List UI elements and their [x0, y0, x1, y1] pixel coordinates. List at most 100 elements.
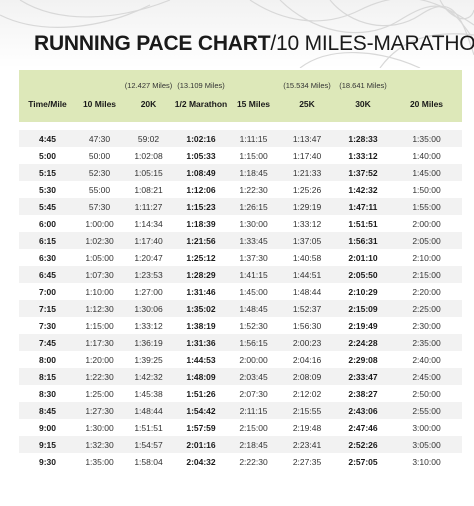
table-row: 7:45 1:17:30 1:36:19 1:31:36 1:56:15 2:00:23 2… [19, 334, 462, 351]
column-subheader-row: (12.427 Miles) (13.109 Miles) (15.534 Mile… [19, 70, 462, 90]
cell-time-per-mile: 8:00 [19, 351, 76, 368]
cell-10-miles: 50:00 [76, 147, 123, 164]
cell-30k: 2:52:26 [335, 436, 391, 453]
cell-30k: 2:01:10 [335, 249, 391, 266]
cell-time-per-mile: 6:00 [19, 215, 76, 232]
cell-15-miles: 2:00:00 [228, 351, 279, 368]
cell-half-marathon: 1:15:23 [174, 198, 228, 215]
column-header-row: Time/Mile 10 Miles 20K 1/2 Marathon 15 Miles… [19, 90, 462, 122]
table-row: 6:00 1:00:00 1:14:34 1:18:39 1:30:00 1:33:12 1… [19, 215, 462, 232]
cell-20k: 1:08:21 [123, 181, 174, 198]
column-subheader-time-per-mile [19, 70, 76, 90]
table-row: 5:45 57:30 1:11:27 1:15:23 1:26:15 1:29:19 1:4… [19, 198, 462, 215]
cell-25k: 2:00:23 [279, 334, 335, 351]
cell-30k: 2:19:49 [335, 317, 391, 334]
cell-30k: 1:28:33 [335, 130, 391, 147]
table-row: 7:15 1:12:30 1:30:06 1:35:02 1:48:45 1:52:37 2… [19, 300, 462, 317]
cell-time-per-mile: 6:15 [19, 232, 76, 249]
column-header-25k: 25K [279, 90, 335, 122]
column-header-time-per-mile: Time/Mile [19, 90, 76, 122]
cell-20-miles: 2:45:00 [391, 368, 462, 385]
cell-25k: 1:37:05 [279, 232, 335, 249]
table-row: 9:00 1:30:00 1:51:51 1:57:59 2:15:00 2:19:48 2… [19, 419, 462, 436]
cell-10-miles: 1:05:00 [76, 249, 123, 266]
cell-time-per-mile: 5:15 [19, 164, 76, 181]
cell-25k: 1:44:51 [279, 266, 335, 283]
cell-20-miles: 3:10:00 [391, 453, 462, 470]
cell-half-marathon: 1:51:26 [174, 385, 228, 402]
cell-half-marathon: 1:25:12 [174, 249, 228, 266]
cell-half-marathon: 1:31:46 [174, 283, 228, 300]
cell-20-miles: 2:10:00 [391, 249, 462, 266]
cell-time-per-mile: 5:30 [19, 181, 76, 198]
cell-15-miles: 2:22:30 [228, 453, 279, 470]
cell-20k: 1:20:47 [123, 249, 174, 266]
cell-10-miles: 1:10:00 [76, 283, 123, 300]
cell-half-marathon: 1:02:16 [174, 130, 228, 147]
cell-20k: 1:17:40 [123, 232, 174, 249]
column-subheader-15-miles [228, 70, 279, 90]
cell-half-marathon: 1:54:42 [174, 402, 228, 419]
cell-20-miles: 2:55:00 [391, 402, 462, 419]
cell-10-miles: 1:32:30 [76, 436, 123, 453]
cell-30k: 1:51:51 [335, 215, 391, 232]
table-row: 8:30 1:25:00 1:45:38 1:51:26 2:07:30 2:12:02 2… [19, 385, 462, 402]
cell-time-per-mile: 7:00 [19, 283, 76, 300]
cell-20k: 1:02:08 [123, 147, 174, 164]
cell-25k: 1:17:40 [279, 147, 335, 164]
cell-time-per-mile: 6:30 [19, 249, 76, 266]
cell-time-per-mile: 5:45 [19, 198, 76, 215]
cell-time-per-mile: 8:15 [19, 368, 76, 385]
cell-half-marathon: 1:38:19 [174, 317, 228, 334]
cell-10-miles: 47:30 [76, 130, 123, 147]
cell-25k: 2:12:02 [279, 385, 335, 402]
cell-25k: 1:13:47 [279, 130, 335, 147]
table-row: 6:15 1:02:30 1:17:40 1:21:56 1:33:45 1:37:05 1… [19, 232, 462, 249]
cell-15-miles: 1:26:15 [228, 198, 279, 215]
title-main: RUNNING PACE CHART [34, 32, 271, 55]
cell-half-marathon: 1:35:02 [174, 300, 228, 317]
cell-half-marathon: 1:31:36 [174, 334, 228, 351]
cell-20k: 1:23:53 [123, 266, 174, 283]
cell-20k: 1:48:44 [123, 402, 174, 419]
cell-25k: 1:52:37 [279, 300, 335, 317]
table-row: 5:15 52:30 1:05:15 1:08:49 1:18:45 1:21:33 1:3… [19, 164, 462, 181]
cell-30k: 1:37:52 [335, 164, 391, 181]
cell-30k: 2:57:05 [335, 453, 391, 470]
cell-20-miles: 1:45:00 [391, 164, 462, 181]
spacer-cell [19, 122, 462, 130]
cell-10-miles: 1:25:00 [76, 385, 123, 402]
page-header: RUNNING PACE CHART/10 MILES-MARATHON [0, 0, 474, 68]
cell-20k: 1:27:00 [123, 283, 174, 300]
cell-20-miles: 1:35:00 [391, 130, 462, 147]
cell-20-miles: 1:55:00 [391, 198, 462, 215]
cell-20-miles: 2:25:00 [391, 300, 462, 317]
cell-20k: 1:42:32 [123, 368, 174, 385]
cell-half-marathon: 1:57:59 [174, 419, 228, 436]
cell-half-marathon: 1:28:29 [174, 266, 228, 283]
cell-10-miles: 1:07:30 [76, 266, 123, 283]
cell-time-per-mile: 7:15 [19, 300, 76, 317]
cell-10-miles: 1:02:30 [76, 232, 123, 249]
table-row: 6:45 1:07:30 1:23:53 1:28:29 1:41:15 1:44:51 2… [19, 266, 462, 283]
table-row: 9:15 1:32:30 1:54:57 2:01:16 2:18:45 2:23:41 2… [19, 436, 462, 453]
cell-10-miles: 1:17:30 [76, 334, 123, 351]
cell-20-miles: 3:00:00 [391, 419, 462, 436]
cell-15-miles: 2:11:15 [228, 402, 279, 419]
column-header-20-miles: 20 Miles [391, 90, 462, 122]
cell-15-miles: 1:18:45 [228, 164, 279, 181]
table-row: 7:30 1:15:00 1:33:12 1:38:19 1:52:30 1:56:30 2… [19, 317, 462, 334]
column-header-half-marathon: 1/2 Marathon [174, 90, 228, 122]
cell-20k: 1:14:34 [123, 215, 174, 232]
column-header-10-miles: 10 Miles [76, 90, 123, 122]
cell-half-marathon: 2:01:16 [174, 436, 228, 453]
cell-20-miles: 1:50:00 [391, 181, 462, 198]
cell-20-miles: 2:50:00 [391, 385, 462, 402]
cell-10-miles: 57:30 [76, 198, 123, 215]
table-row: 7:00 1:10:00 1:27:00 1:31:46 1:45:00 1:48:44 2… [19, 283, 462, 300]
cell-20-miles: 2:40:00 [391, 351, 462, 368]
cell-30k: 2:05:50 [335, 266, 391, 283]
cell-30k: 2:43:06 [335, 402, 391, 419]
cell-15-miles: 1:37:30 [228, 249, 279, 266]
cell-25k: 2:08:09 [279, 368, 335, 385]
